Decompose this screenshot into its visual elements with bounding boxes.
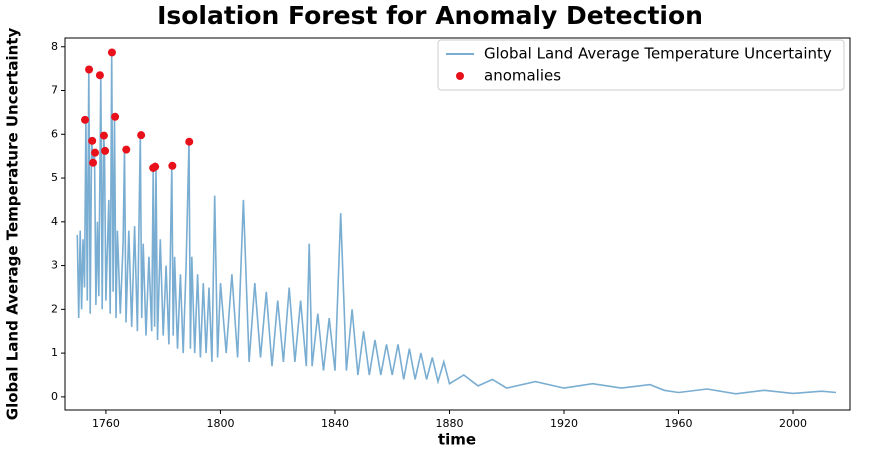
anomaly-point: [101, 146, 110, 155]
x-tick-label: 1960: [665, 417, 693, 430]
y-tick-label: 5: [51, 171, 58, 184]
y-tick-label: 6: [51, 127, 58, 140]
anomaly-point: [137, 131, 146, 140]
data-line: [76, 52, 837, 395]
anomaly-point: [81, 115, 90, 124]
anomaly-point: [95, 71, 104, 80]
x-tick-label: 2000: [779, 417, 807, 430]
anomaly-point: [122, 145, 131, 154]
chart-title: Isolation Forest for Anomaly Detection: [157, 1, 703, 30]
x-tick-label: 1800: [206, 417, 234, 430]
anomaly-point: [85, 65, 94, 74]
x-tick-label: 1920: [550, 417, 578, 430]
y-axis-label: Global Land Average Temperature Uncertai…: [4, 28, 22, 421]
legend-label: anomalies: [484, 67, 561, 85]
legend-label: Global Land Average Temperature Uncertai…: [484, 45, 832, 63]
plot-frame: [64, 37, 851, 411]
y-tick-label: 7: [51, 84, 58, 97]
anomaly-point: [107, 48, 116, 57]
y-tick-label: 3: [51, 259, 58, 272]
x-tick-label: 1760: [92, 417, 120, 430]
y-tick-label: 4: [51, 215, 58, 228]
x-tick-label: 1880: [435, 417, 463, 430]
legend-swatch: [456, 72, 464, 80]
x-axis-label: time: [438, 431, 476, 449]
anomaly-point: [151, 162, 160, 171]
legend-box: [437, 39, 845, 91]
anomaly-point: [185, 137, 194, 146]
anomaly-point: [91, 148, 100, 157]
y-tick-label: 2: [51, 302, 58, 315]
anomaly-point: [168, 161, 177, 170]
anomaly-point: [99, 131, 108, 140]
anomaly-point: [111, 112, 120, 121]
anomaly-point: [89, 158, 98, 167]
y-tick-label: 0: [51, 390, 58, 403]
anomaly-point: [88, 136, 97, 145]
y-tick-label: 8: [51, 40, 58, 53]
x-tick-label: 1840: [321, 417, 349, 430]
y-tick-label: 1: [51, 346, 58, 359]
